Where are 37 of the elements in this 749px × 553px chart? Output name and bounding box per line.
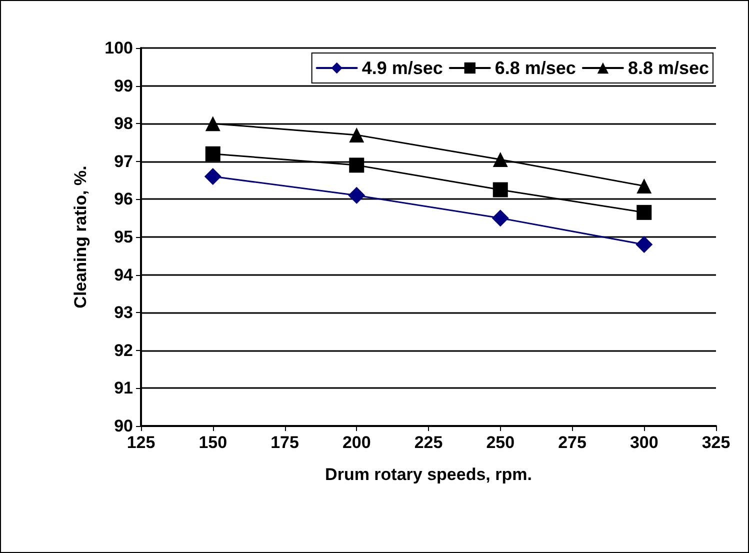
point bbox=[205, 116, 220, 132]
x-tick-label: 275 bbox=[558, 433, 586, 452]
y-tick-label: 95 bbox=[114, 228, 133, 246]
y-tick-label: 96 bbox=[114, 190, 133, 209]
point bbox=[636, 236, 653, 254]
y-tick-label: 100 bbox=[104, 38, 133, 58]
x-tick-label: 325 bbox=[702, 433, 730, 452]
point bbox=[492, 182, 508, 198]
y-tick-label: 97 bbox=[114, 152, 133, 171]
point bbox=[349, 127, 364, 142]
y-tick-label: 90 bbox=[114, 416, 133, 436]
x-tick-label: 200 bbox=[342, 433, 371, 452]
legend-label: 6.8 m/sec bbox=[494, 58, 576, 78]
y-tick-label: 92 bbox=[114, 340, 133, 360]
y-tick-label: 99 bbox=[114, 76, 133, 96]
x-axis-title: Drum rotary speeds, rpm. bbox=[325, 465, 532, 484]
point bbox=[348, 186, 366, 204]
y-axis-title: Cleaning ratio, %. bbox=[71, 166, 90, 308]
y-tick-label: 94 bbox=[114, 265, 134, 284]
point bbox=[492, 152, 508, 168]
x-tick-label: 175 bbox=[270, 433, 299, 452]
y-tick-label: 98 bbox=[114, 114, 133, 134]
point bbox=[492, 210, 509, 227]
point bbox=[636, 178, 652, 194]
x-tick-label: 125 bbox=[126, 433, 156, 452]
point bbox=[636, 204, 652, 220]
x-tick-label: 225 bbox=[414, 433, 443, 452]
x-tick-label: 250 bbox=[486, 433, 515, 452]
point bbox=[205, 146, 220, 162]
x-tick-label: 150 bbox=[198, 433, 228, 452]
y-tick-label: 91 bbox=[114, 378, 133, 398]
x-tick-label: 300 bbox=[630, 433, 658, 452]
point bbox=[204, 168, 222, 186]
point bbox=[349, 158, 364, 173]
y-tick-label: 93 bbox=[114, 303, 133, 322]
legend-label: 8.8 m/sec bbox=[628, 58, 709, 78]
legend-label: 4.9 m/sec bbox=[362, 58, 443, 78]
